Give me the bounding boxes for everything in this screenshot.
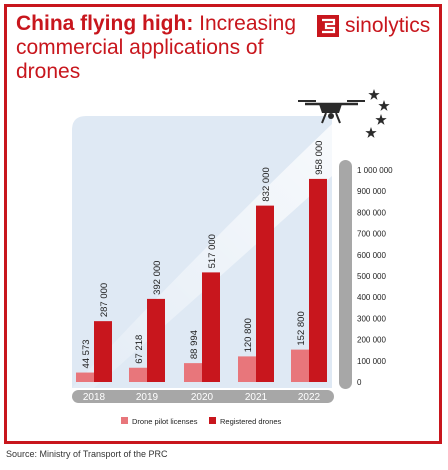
- y-tick-label: 1 000 000: [357, 166, 393, 175]
- x-tick-label: 2022: [298, 392, 321, 403]
- legend-swatch: [209, 417, 216, 424]
- star-icon: [365, 127, 377, 138]
- y-tick-label: 200 000: [357, 336, 386, 345]
- star-icon: [375, 114, 387, 125]
- data-label: 44 573: [81, 339, 92, 368]
- y-tick-label: 700 000: [357, 230, 386, 239]
- bars-layer: 44 573 67 218 88 994 120 800 152 800 287 000 3…: [76, 141, 327, 382]
- title-rest: Increasing commercial applications of dr…: [16, 12, 297, 83]
- data-label: 67 218: [134, 335, 145, 364]
- y-axis-bar: [339, 160, 352, 389]
- x-tick-label: 2018: [83, 392, 106, 403]
- y-tick-label: 100 000: [357, 357, 386, 366]
- legend-label: Drone pilot licenses: [132, 417, 198, 426]
- y-tick-label: 400 000: [357, 293, 386, 302]
- y-tick-label: 900 000: [357, 187, 386, 196]
- legend: Drone pilot licenses Registered drones: [121, 417, 282, 426]
- bar-licenses: [184, 363, 202, 382]
- x-axis-bar: [72, 390, 334, 403]
- y-axis-labels: 0 100 000 200 000 300 000 400 000 500 000 600 …: [357, 166, 393, 387]
- y-tick-label: 800 000: [357, 208, 386, 217]
- stars-decoration: [365, 89, 390, 138]
- background-sweep: [72, 124, 332, 388]
- bar-registered: [256, 205, 274, 382]
- y-tick-label: 600 000: [357, 251, 386, 260]
- y-tick-label: 500 000: [357, 272, 386, 281]
- bar-registered: [202, 272, 220, 382]
- data-label: 392 000: [152, 261, 163, 295]
- drone-icon: [298, 100, 365, 124]
- data-label: 152 800: [296, 311, 307, 345]
- bar-licenses: [76, 372, 94, 382]
- data-label: 120 800: [243, 318, 254, 352]
- x-tick-label: 2020: [191, 392, 214, 403]
- title-bold: China flying high:: [16, 12, 194, 35]
- bar-licenses: [291, 349, 309, 382]
- data-label: 832 000: [261, 167, 272, 201]
- data-label: 287 000: [99, 283, 110, 317]
- bar-licenses: [238, 356, 256, 382]
- bar-registered: [147, 298, 165, 382]
- legend-label: Registered drones: [220, 417, 282, 426]
- bar-registered: [94, 321, 112, 382]
- y-tick-label: 300 000: [357, 314, 386, 323]
- data-label: 517 000: [207, 234, 218, 268]
- brand-logo: sinolytics: [317, 14, 430, 38]
- data-label: 88 994: [189, 330, 200, 359]
- star-icon: [378, 100, 390, 111]
- x-tick-label: 2019: [136, 392, 159, 403]
- x-axis: 2018 2019 2020 2021 2022: [72, 390, 334, 403]
- y-tick-label: 0: [357, 378, 362, 387]
- x-tick-label: 2021: [245, 392, 268, 403]
- bar-chart: 44 573 67 218 88 994 120 800 152 800 287 000 3…: [72, 89, 393, 426]
- brand-name: sinolytics: [345, 14, 431, 37]
- chart-title: China flying high: Increasing commercial…: [16, 12, 306, 84]
- source-note: Source: Ministry of Transport of the PRC: [6, 449, 168, 459]
- sinolytics-logo-icon: [317, 15, 339, 37]
- bar-registered: [309, 178, 327, 382]
- legend-swatch: [121, 417, 128, 424]
- bar-licenses: [129, 367, 147, 382]
- data-label: 958 000: [314, 141, 325, 175]
- star-icon: [368, 89, 380, 100]
